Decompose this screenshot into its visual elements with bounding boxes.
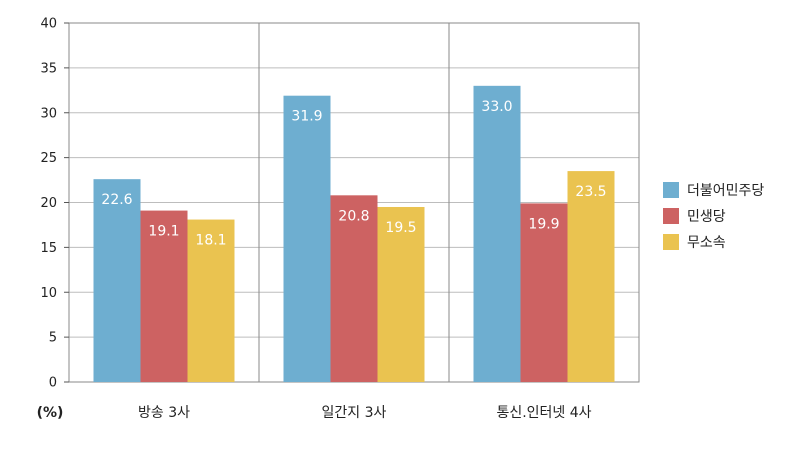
y-tick-label: 0 [49,376,57,391]
bars: 22.6 19.1 18.1 31.9 20.8 19.5 33.0 19.9 23.5 [93,85,615,382]
y-tick-label: 35 [40,61,57,76]
legend-swatch [663,182,679,198]
bar-value-label: 22.6 [101,192,132,208]
bar-value-label: 20.8 [338,208,369,224]
x-axis: 방송 3사 일간지 3사 통신.인터넷 4사 [138,405,592,421]
bar-value-label: 19.1 [148,224,179,240]
y-tick-label: 25 [40,151,57,166]
bar [93,179,141,382]
y-tick-label: 30 [40,106,57,121]
bar [520,203,568,382]
bar [187,219,235,382]
bar-value-label: 31.9 [291,109,322,125]
bar [567,171,615,382]
bar [473,85,521,382]
y-tick-label: 15 [40,241,57,256]
legend-swatch [663,208,679,224]
y-tick-label: 10 [40,286,57,301]
y-axis: 0 5 10 15 20 25 30 35 40 [40,17,69,391]
y-tick-label: 20 [40,196,57,211]
x-category-label: 일간지 3사 [322,405,387,421]
bar-value-label: 19.5 [385,220,416,236]
bar [140,210,188,382]
bar-value-label: 33.0 [481,99,512,115]
bar-value-label: 23.5 [575,184,606,200]
x-category-label: 통신.인터넷 4사 [496,405,591,421]
legend-swatch [663,234,679,250]
y-tick-label: 40 [40,17,57,32]
bar [283,95,331,382]
x-category-label: 방송 3사 [138,405,190,421]
bar [377,206,425,382]
bar-value-label: 18.1 [195,233,226,249]
y-axis-unit-label: (%) [37,405,64,421]
y-tick-label: 5 [49,331,57,346]
legend-label: 무소속 [687,235,726,251]
bar-value-label: 19.9 [528,216,559,232]
legend-label: 더불어민주당 [687,183,764,199]
bar [330,195,378,382]
legend-label: 민생당 [687,209,726,225]
